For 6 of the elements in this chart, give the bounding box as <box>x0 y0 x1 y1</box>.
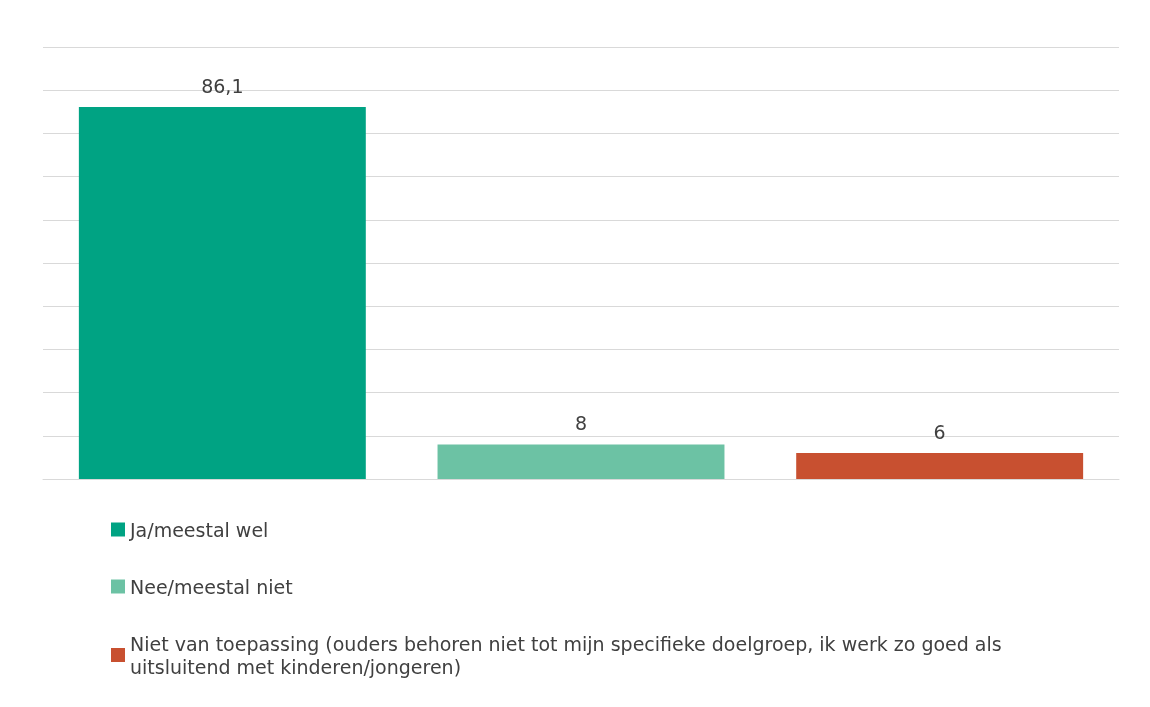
data-label: 6 <box>933 420 946 443</box>
legend-label: Niet van toepassing (ouders behoren niet tot mijn specifieke doelgroep, ik werk zo goed als uitsluitend met kinderen/jongeren) <box>130 632 1008 678</box>
data-label: 8 <box>574 411 588 434</box>
legend-label: Ja/meestal wel <box>129 518 269 541</box>
data-label: 86,1 <box>201 74 244 97</box>
legend-label: Nee/meestal niet <box>130 575 293 598</box>
